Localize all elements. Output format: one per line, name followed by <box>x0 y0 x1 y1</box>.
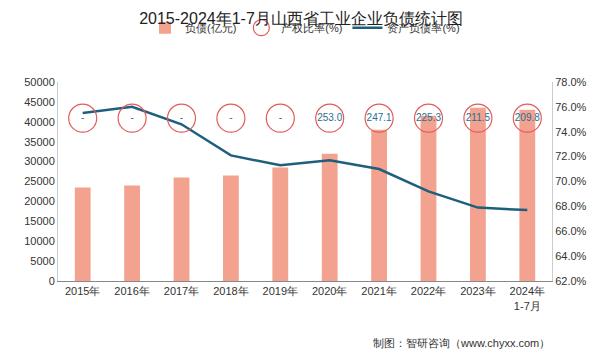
svg-text:-: - <box>180 112 183 123</box>
svg-text:2015-2024年1-7月山西省工业企业负债统计图: 2015-2024年1-7月山西省工业企业负债统计图 <box>139 10 463 27</box>
svg-text:2024年1-7月: 2024年1-7月 <box>510 285 545 311</box>
svg-text:2020年: 2020年 <box>312 285 347 297</box>
svg-text:50000: 50000 <box>24 76 55 88</box>
svg-text:2018年: 2018年 <box>213 285 248 297</box>
svg-text:66.0%: 66.0% <box>555 225 586 237</box>
svg-text:64.0%: 64.0% <box>555 250 586 262</box>
svg-text:209.8: 209.8 <box>515 112 540 123</box>
svg-text:10000: 10000 <box>24 235 55 247</box>
svg-text:产权比率(%): 产权比率(%) <box>281 22 342 34</box>
svg-text:负债(亿元): 负债(亿元) <box>185 22 236 34</box>
svg-text:2023年: 2023年 <box>460 285 495 297</box>
svg-text:45000: 45000 <box>24 96 55 108</box>
svg-text:78.0%: 78.0% <box>555 76 586 88</box>
svg-text:-: - <box>130 112 133 123</box>
svg-text:-: - <box>229 112 232 123</box>
svg-text:2015年: 2015年 <box>65 285 100 297</box>
svg-text:-: - <box>81 112 84 123</box>
svg-text:0: 0 <box>49 275 55 287</box>
svg-text:2021年: 2021年 <box>361 285 396 297</box>
svg-text:68.0%: 68.0% <box>555 200 586 212</box>
svg-text:制图：智研咨询（www.chyxx.com）: 制图：智研咨询（www.chyxx.com） <box>373 337 550 349</box>
svg-text:资产负债率(%): 资产负债率(%) <box>387 22 459 34</box>
svg-text:-: - <box>279 112 282 123</box>
svg-text:253.0: 253.0 <box>317 112 342 123</box>
svg-text:74.0%: 74.0% <box>555 126 586 138</box>
svg-text:62.0%: 62.0% <box>555 275 586 287</box>
svg-text:25000: 25000 <box>24 175 55 187</box>
svg-text:15000: 15000 <box>24 215 55 227</box>
svg-text:2022年: 2022年 <box>411 285 446 297</box>
svg-text:2016年: 2016年 <box>114 285 149 297</box>
svg-text:211.5: 211.5 <box>466 112 491 123</box>
svg-text:72.0%: 72.0% <box>555 150 586 162</box>
svg-text:2017年: 2017年 <box>164 285 199 297</box>
svg-text:70.0%: 70.0% <box>555 175 586 187</box>
svg-text:2019年: 2019年 <box>263 285 298 297</box>
svg-text:76.0%: 76.0% <box>555 101 586 113</box>
svg-text:30000: 30000 <box>24 155 55 167</box>
svg-text:5000: 5000 <box>30 255 54 267</box>
svg-text:40000: 40000 <box>24 116 55 128</box>
svg-text:35000: 35000 <box>24 136 55 148</box>
svg-text:225.3: 225.3 <box>416 112 441 123</box>
svg-text:20000: 20000 <box>24 195 55 207</box>
svg-text:247.1: 247.1 <box>367 112 392 123</box>
